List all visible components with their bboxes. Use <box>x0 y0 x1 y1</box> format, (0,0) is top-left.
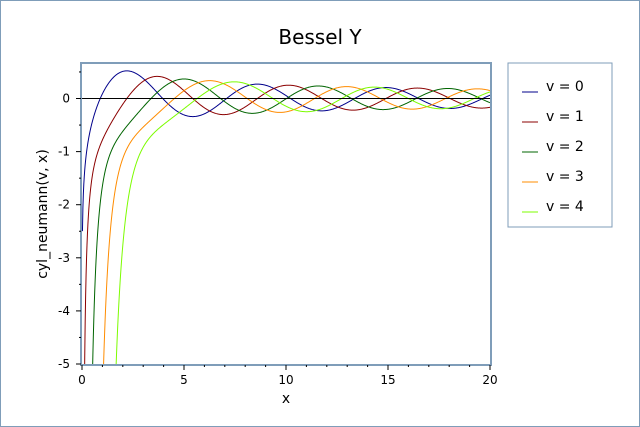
x-tick-label: 15 <box>380 373 395 387</box>
y-axis: 0 -1 -2 -3 -4 -5 <box>58 71 81 371</box>
legend-label: v = 3 <box>546 169 584 185</box>
plot-frame <box>80 62 492 366</box>
legend: v = 0 v = 1 v = 2 v = 3 v = 4 <box>507 62 613 228</box>
y-axis-title: cyl_neumann(v, x) <box>35 149 51 279</box>
y-tick-label: 0 <box>62 92 70 106</box>
legend-label: v = 0 <box>546 79 584 95</box>
x-axis-title: x <box>282 391 290 407</box>
legend-label: v = 1 <box>546 109 584 125</box>
legend-label: v = 4 <box>546 199 584 215</box>
series-line <box>103 80 490 364</box>
x-tick-label: 10 <box>278 373 293 387</box>
x-axis: 0 5 10 15 20 <box>78 365 498 387</box>
y-tick-label: -3 <box>58 251 70 265</box>
y-tick-label: -2 <box>58 198 70 212</box>
series-lines <box>82 70 490 364</box>
legend-label: v = 2 <box>546 139 584 155</box>
legend-box <box>507 62 613 228</box>
series-line <box>84 75 490 364</box>
x-tick-label: 5 <box>180 373 188 387</box>
plot-area <box>80 62 492 366</box>
y-tick-label: -5 <box>58 357 70 371</box>
x-tick-label: 20 <box>482 373 497 387</box>
series-line <box>82 70 490 232</box>
y-tick-label: -4 <box>58 304 70 318</box>
y-tick-label: -1 <box>58 145 70 159</box>
chart-title: Bessel Y <box>278 25 362 49</box>
series-line <box>115 81 490 364</box>
x-tick-label: 0 <box>78 373 86 387</box>
